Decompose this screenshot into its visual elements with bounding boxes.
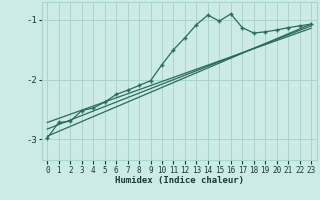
- X-axis label: Humidex (Indice chaleur): Humidex (Indice chaleur): [115, 176, 244, 185]
